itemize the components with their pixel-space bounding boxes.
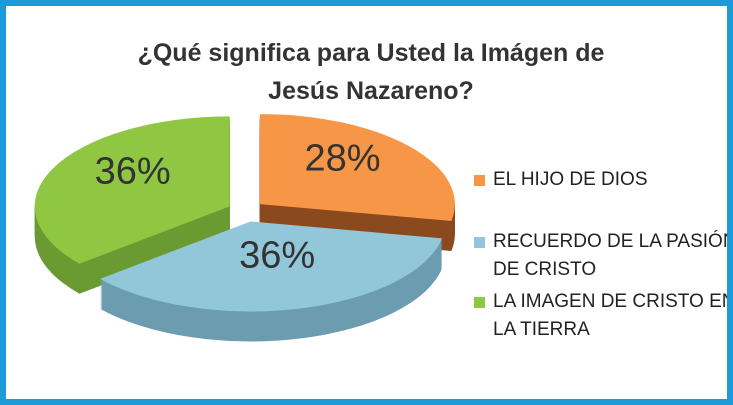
- legend-label: EL HIJO DE DIOS: [493, 169, 648, 190]
- data-label: 36%: [95, 150, 171, 192]
- slice: [100, 221, 443, 312]
- legend-label: LA IMAGEN DE CRISTO EN LA TIERRA: [493, 291, 733, 340]
- pie-area: 28% 36% 36%: [34, 114, 455, 342]
- legend-item: LA IMAGEN DE CRISTO EN LA TIERRA: [474, 288, 733, 344]
- chart-title: ¿Qué significa para Usted la Imágen de J…: [137, 39, 605, 105]
- legend-item: EL HIJO DE DIOS: [474, 166, 727, 194]
- slice: [34, 116, 230, 264]
- slice: [259, 114, 455, 221]
- legend-swatch: [474, 175, 485, 186]
- data-label: 36%: [239, 234, 315, 276]
- legend-label: RECUERDO DE LA PASIÓN DE CRISTO: [493, 231, 733, 280]
- legend-swatch: [474, 297, 485, 308]
- legend-swatch: [474, 237, 485, 248]
- legend-item: RECUERDO DE LA PASIÓN DE CRISTO: [474, 228, 733, 284]
- data-label: 28%: [304, 138, 380, 180]
